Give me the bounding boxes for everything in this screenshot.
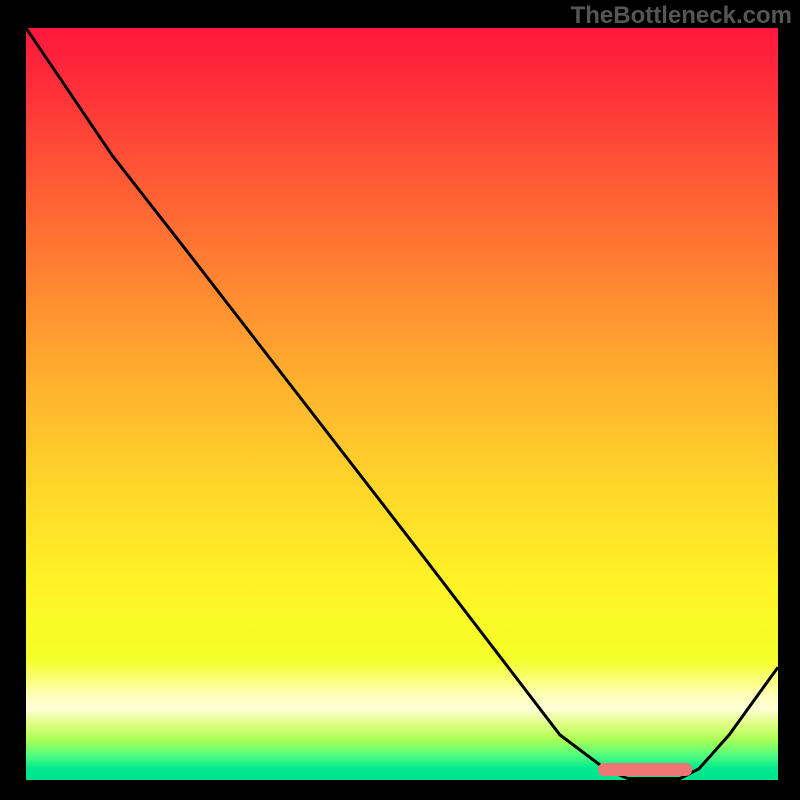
plot-area xyxy=(26,28,778,780)
optimum-range-bar xyxy=(598,763,692,777)
curve-path xyxy=(26,28,778,778)
plot-frame xyxy=(26,28,778,780)
watermark-text: TheBottleneck.com xyxy=(571,2,792,30)
bottleneck-curve xyxy=(26,28,778,780)
